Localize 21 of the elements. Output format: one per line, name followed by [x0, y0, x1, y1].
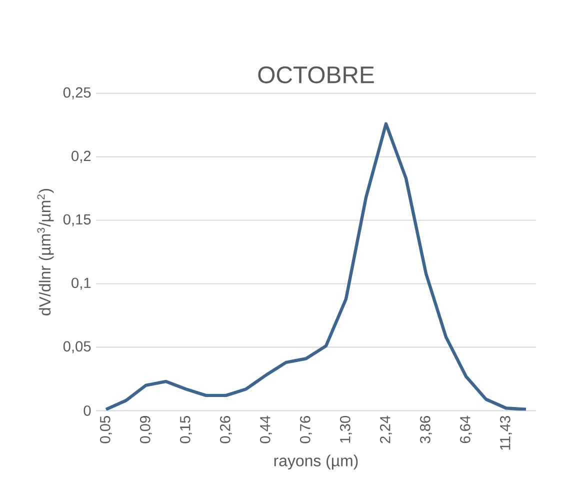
x-tick-label: 11,43	[500, 416, 512, 450]
x-tick-label: 2,24	[380, 416, 392, 444]
x-tick-label: 0,76	[300, 416, 312, 444]
x-tick-label: 0,26	[220, 416, 232, 444]
x-tick-label: 0,15	[180, 416, 192, 444]
x-tick-label: 3,86	[420, 416, 432, 444]
x-tick-label: 6,64	[460, 416, 472, 444]
x-tick-label: 0,05	[100, 416, 112, 444]
x-tick-label: 0,44	[260, 416, 272, 444]
x-axis-title: rayons (µm)	[274, 454, 358, 470]
y-tick-label: 0,2	[72, 150, 91, 163]
y-tick-label: 0,25	[63, 87, 91, 100]
y-axis-title: dV/dlnr (µm$^{3}$/µm$^{2}$)	[37, 188, 54, 316]
chart-title: OCTOBRE	[258, 66, 374, 84]
y-tick-label: 0	[84, 406, 91, 416]
y-tick-label: 0,15	[63, 214, 91, 226]
y-tick-label: 0,05	[63, 341, 91, 354]
y-tick-label: 0,1	[72, 278, 91, 290]
x-tick-label: 0,09	[140, 416, 152, 444]
x-tick-label: 1,30	[340, 416, 352, 443]
line-series	[104, 122, 528, 411]
